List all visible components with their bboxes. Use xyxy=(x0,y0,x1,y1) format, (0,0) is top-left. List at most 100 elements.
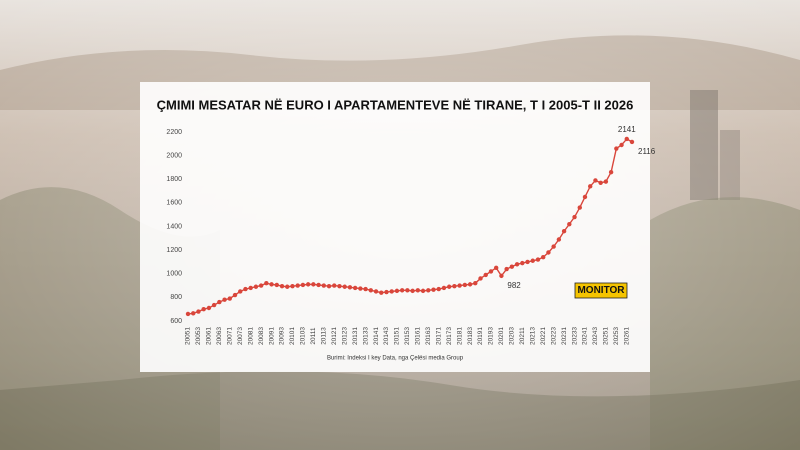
chart-panel xyxy=(140,82,650,372)
data-point xyxy=(363,286,368,292)
y-tick-label: 1400 xyxy=(166,223,182,230)
x-tick-label: 20233 xyxy=(571,327,578,345)
x-tick-label: 20071 xyxy=(227,327,234,345)
data-label: 2141 xyxy=(618,125,636,134)
data-point xyxy=(446,284,452,289)
x-tick-label: 20123 xyxy=(341,327,348,345)
data-point xyxy=(332,283,337,288)
y-tick-label: 1600 xyxy=(166,200,182,207)
data-point xyxy=(253,284,259,289)
data-point xyxy=(499,273,504,279)
data-point xyxy=(290,283,295,289)
x-tick-label: 20081 xyxy=(247,327,254,345)
data-point xyxy=(629,139,635,145)
x-tick-label: 20173 xyxy=(446,327,453,345)
data-point xyxy=(373,289,379,294)
data-point xyxy=(488,269,494,274)
data-point xyxy=(185,311,191,317)
data-point xyxy=(269,282,274,287)
data-point xyxy=(232,292,238,298)
data-point xyxy=(588,184,593,189)
x-tick-label: 20231 xyxy=(561,327,568,345)
y-tick-label: 2200 xyxy=(166,129,182,136)
data-point xyxy=(535,257,541,262)
y-tick-label: 600 xyxy=(170,318,182,325)
y-tick-label: 1000 xyxy=(166,271,182,278)
data-point xyxy=(603,179,609,184)
x-tick-label: 20193 xyxy=(488,327,495,345)
x-tick-label: 20133 xyxy=(362,327,369,345)
data-point xyxy=(217,299,222,305)
x-tick-label: 20053 xyxy=(195,327,202,345)
logo-box xyxy=(574,282,628,299)
data-point xyxy=(525,259,530,265)
data-point xyxy=(211,302,217,308)
data-point xyxy=(201,306,206,312)
data-point xyxy=(619,142,624,148)
chart-title: ÇMIMI MESATAR NË EURO I APARTAMENTEVE NË… xyxy=(157,97,634,112)
data-point xyxy=(467,282,473,287)
x-tick-label: 20201 xyxy=(498,327,505,345)
data-point xyxy=(452,283,457,289)
data-point xyxy=(462,282,468,288)
data-point xyxy=(326,283,332,289)
data-point xyxy=(561,229,567,234)
data-label: 2116 xyxy=(638,147,656,156)
x-tick-label: 20171 xyxy=(435,327,442,345)
x-tick-label: 20103 xyxy=(300,327,307,345)
data-point xyxy=(410,288,415,294)
data-point xyxy=(478,276,483,281)
data-point xyxy=(196,309,201,314)
data-label: 982 xyxy=(507,281,521,290)
data-point xyxy=(238,289,243,294)
data-point xyxy=(394,288,400,294)
data-point xyxy=(358,286,363,291)
data-point xyxy=(285,284,290,289)
data-point xyxy=(399,288,405,293)
data-point xyxy=(342,284,347,289)
data-point xyxy=(279,283,285,289)
x-tick-label: 20243 xyxy=(592,327,599,345)
data-point xyxy=(567,221,572,227)
data-point xyxy=(389,289,394,294)
x-tick-label: 20111 xyxy=(310,327,317,344)
x-tick-label: 20223 xyxy=(550,327,557,345)
x-tick-label: 20153 xyxy=(404,327,411,345)
data-point xyxy=(311,282,316,287)
y-tick-label: 1800 xyxy=(166,176,182,183)
data-point xyxy=(520,260,525,266)
y-tick-label: 1200 xyxy=(166,247,182,254)
x-tick-label: 20221 xyxy=(540,327,547,345)
data-point xyxy=(504,266,509,272)
data-point xyxy=(483,272,488,278)
x-tick-label: 20151 xyxy=(394,327,401,345)
x-tick-label: 20113 xyxy=(321,327,328,345)
data-point xyxy=(227,296,232,301)
x-tick-label: 20131 xyxy=(352,327,359,345)
x-tick-label: 20101 xyxy=(289,327,296,345)
x-tick-label: 20091 xyxy=(268,327,275,345)
x-tick-label: 20141 xyxy=(373,327,380,345)
data-point xyxy=(222,297,227,302)
data-point xyxy=(572,214,577,220)
x-tick-label: 20261 xyxy=(623,327,630,345)
logo: MONITOR xyxy=(577,285,625,296)
data-point xyxy=(352,285,358,291)
x-tick-label: 20191 xyxy=(477,327,484,345)
data-point xyxy=(274,282,279,288)
x-tick-label: 20163 xyxy=(425,327,432,345)
x-tick-label: 20121 xyxy=(331,327,338,345)
x-tick-label: 20251 xyxy=(603,327,610,345)
data-point xyxy=(384,289,389,295)
data-point xyxy=(509,264,515,269)
data-point xyxy=(624,136,629,142)
data-point xyxy=(347,285,353,290)
data-point xyxy=(258,283,264,288)
x-tick-label: 20183 xyxy=(467,327,474,345)
x-tick-label: 20143 xyxy=(383,327,390,345)
data-point xyxy=(368,288,374,293)
data-point xyxy=(305,282,311,287)
data-point xyxy=(206,305,212,311)
